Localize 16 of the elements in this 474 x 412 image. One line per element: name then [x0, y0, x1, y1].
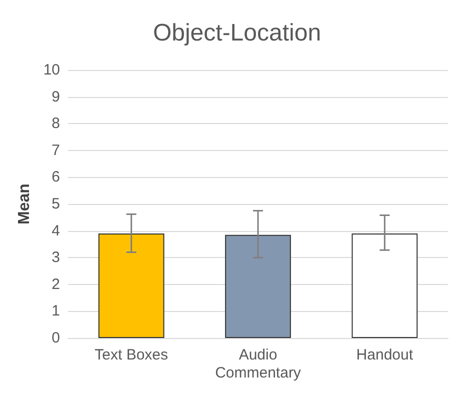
- y-tick-label: 10: [43, 62, 60, 78]
- y-tick-label: 4: [52, 222, 60, 240]
- y-tick-label: 5: [52, 196, 60, 212]
- x-tick-label: Handout: [356, 346, 414, 364]
- y-tick-label: 3: [52, 249, 60, 266]
- y-tick-label: 9: [52, 88, 60, 106]
- x-tick-label: Text Boxes: [94, 346, 168, 364]
- y-axis-title: Mean: [16, 184, 33, 224]
- y-tick-label: 7: [52, 142, 60, 159]
- y-tick-label: 6: [52, 168, 60, 186]
- y-tick-label: 0: [52, 330, 60, 346]
- chart-title: Object-Location: [152, 20, 322, 46]
- x-tick-label: Audio Commentary: [215, 346, 302, 382]
- y-tick-label: 8: [52, 115, 60, 132]
- y-tick-label: 2: [52, 276, 60, 293]
- y-tick-label: 1: [52, 302, 60, 320]
